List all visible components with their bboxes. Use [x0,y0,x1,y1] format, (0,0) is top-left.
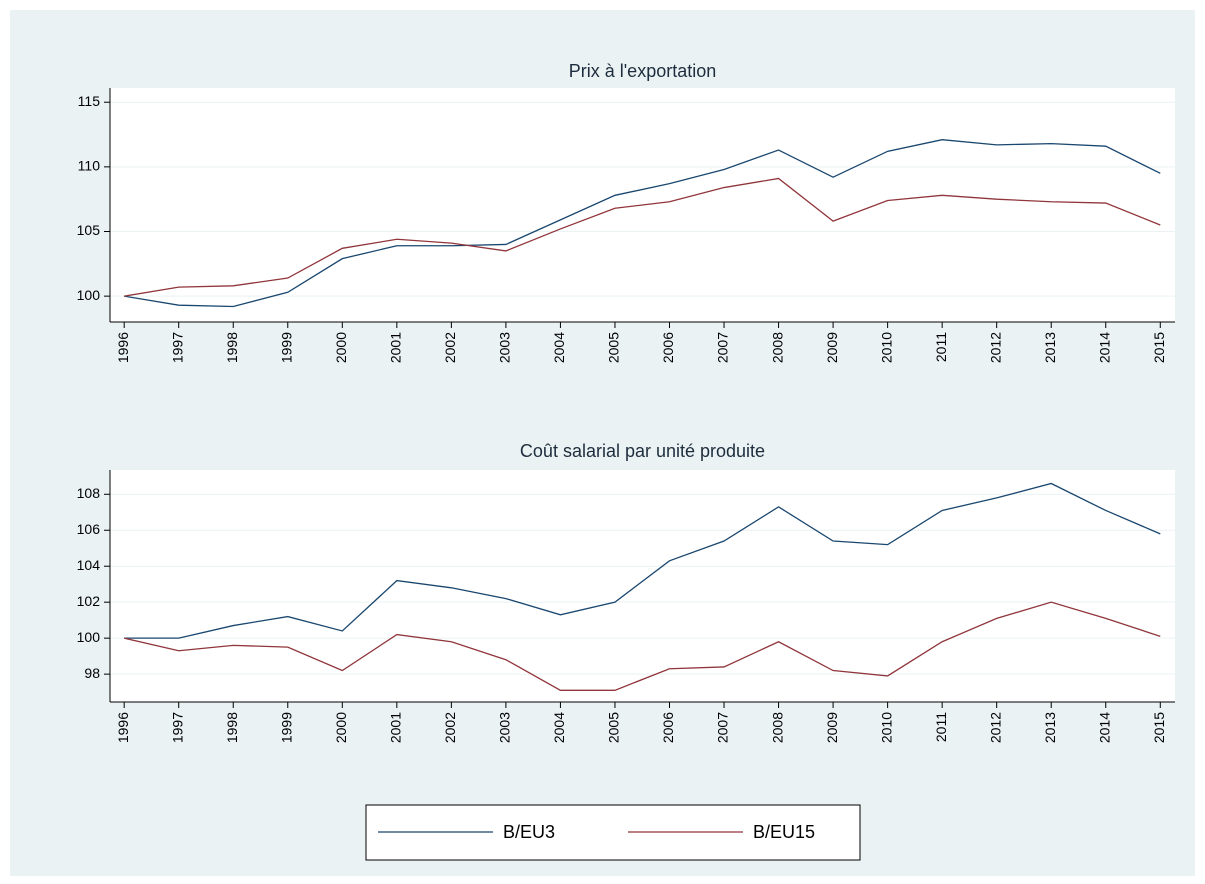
x-tick-label: 2006 [660,332,676,363]
x-tick-label: 2012 [987,332,1003,363]
x-tick-label: 2005 [606,332,622,363]
x-tick-label: 2004 [551,332,567,363]
x-tick-label: 2003 [497,332,513,363]
x-tick-label: 2005 [606,712,622,743]
x-tick-label: 1996 [115,712,131,743]
y-tick-label: 106 [77,521,101,537]
x-tick-label: 1997 [169,332,185,363]
x-tick-label: 2012 [987,712,1003,743]
x-tick-label: 2001 [388,712,404,743]
x-tick-label: 2013 [1042,332,1058,363]
series-line [124,139,1161,308]
x-tick-label: 2014 [1096,332,1112,363]
x-tick-label: 2001 [388,332,404,363]
x-tick-label: 2009 [824,712,840,743]
y-tick-label: 108 [77,485,101,501]
series-line [124,177,1161,297]
x-tick-label: 2014 [1096,712,1112,743]
x-tick-label: 1996 [115,332,131,363]
x-tick-label: 2008 [769,332,785,363]
series-line [124,601,1161,691]
y-tick-label: 102 [77,593,101,609]
series-line [124,482,1161,639]
x-tick-label: 2000 [333,712,349,743]
x-tick-label: 2011 [933,332,949,362]
x-tick-label: 2000 [333,332,349,363]
x-tick-label: 1999 [278,332,294,363]
x-tick-label: 1998 [224,332,240,363]
y-tick-label: 110 [78,158,101,174]
y-tick-label: 105 [77,222,101,238]
x-tick-label: 2015 [1151,712,1167,743]
x-tick-label: 2010 [878,332,894,363]
chart-title: Coût salarial par unité produite [520,441,765,461]
x-tick-label: 2013 [1042,712,1058,743]
y-tick-label: 100 [77,287,101,303]
y-tick-label: 115 [78,93,101,109]
plot-area [110,470,1175,702]
x-tick-label: 2015 [1151,332,1167,363]
x-tick-label: 1997 [169,712,185,743]
x-tick-label: 2011 [933,712,949,742]
legend-label: B/EU3 [503,822,555,842]
legend-label: B/EU15 [753,822,815,842]
x-tick-label: 2002 [442,712,458,743]
x-tick-label: 2006 [660,712,676,743]
x-tick-label: 2009 [824,332,840,363]
y-tick-label: 98 [84,665,100,681]
x-tick-label: 2007 [715,712,731,743]
x-tick-label: 1998 [224,712,240,743]
x-tick-label: 2003 [497,712,513,743]
y-tick-label: 100 [77,629,101,645]
x-tick-label: 2002 [442,332,458,363]
y-tick-label: 104 [77,557,101,573]
x-tick-label: 2004 [551,712,567,743]
x-tick-label: 2007 [715,332,731,363]
chart-title: Prix à l'exportation [569,61,717,81]
x-tick-label: 2008 [769,712,785,743]
x-tick-label: 1999 [278,712,294,743]
x-tick-label: 2010 [878,712,894,743]
